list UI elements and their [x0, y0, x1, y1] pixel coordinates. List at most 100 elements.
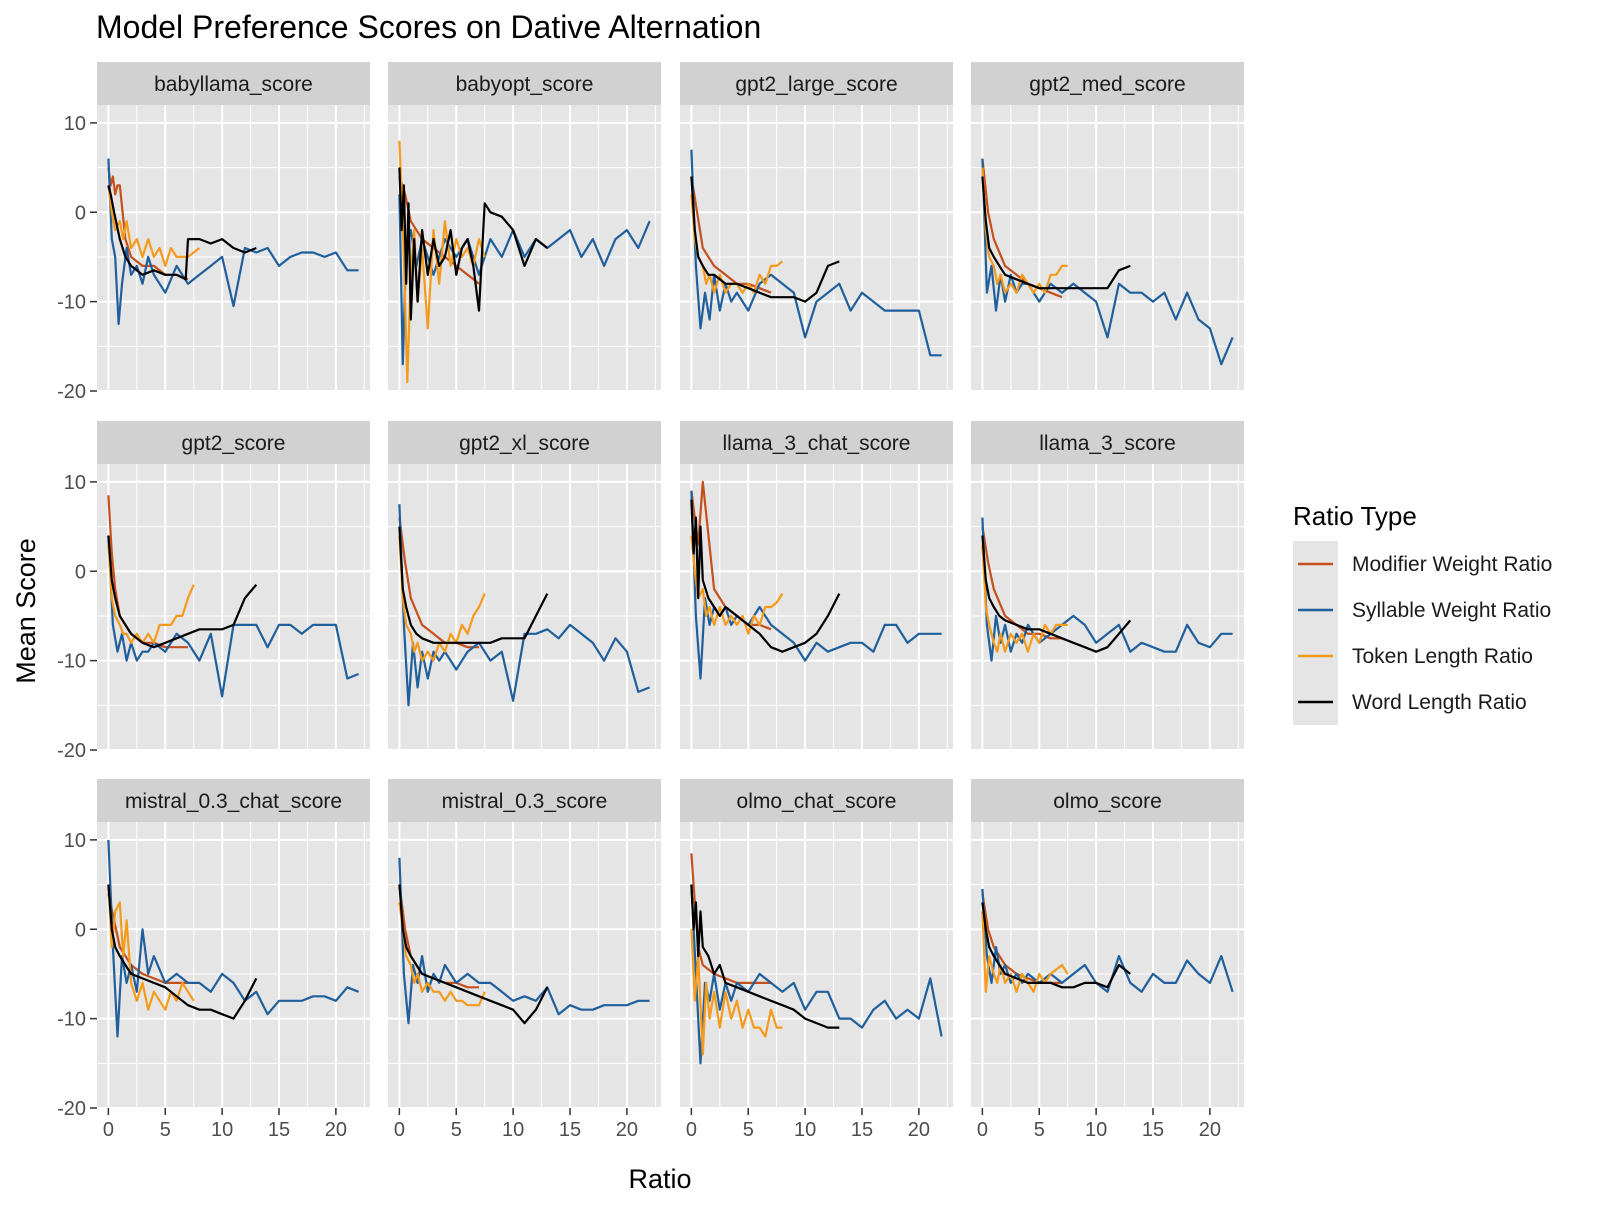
panel-background — [97, 464, 370, 750]
panel-strip-label: babyopt_score — [456, 73, 594, 96]
y-tick-label: 0 — [75, 919, 86, 941]
y-tick-label: -20 — [57, 740, 86, 762]
series-line-word-length-ratio — [690, 499, 841, 653]
legend-title: Ratio Type — [1293, 501, 1417, 531]
series-line-word-length-ratio — [398, 167, 548, 321]
series-line-syllable-weight-ratio — [107, 535, 360, 698]
panel-background — [388, 105, 661, 391]
x-tick-label: 20 — [616, 1119, 638, 1141]
y-tick-label: -10 — [57, 1009, 86, 1031]
panel-gpt2-score: gpt2_score 10 0 -10 -20 — [57, 421, 370, 762]
y-tick-label: -10 — [57, 292, 86, 314]
panel-strip-label: mistral_0.3_chat_score — [125, 790, 342, 813]
panel-strip-label: gpt2_score — [182, 432, 286, 455]
panel-strip — [388, 779, 661, 822]
panel-gpt2-med-score: gpt2_med_score — [971, 62, 1244, 392]
panel-background — [388, 822, 661, 1108]
series-line-token-length-ratio — [981, 544, 1068, 653]
panel-strip — [971, 421, 1244, 464]
y-axis-label: Mean Score — [11, 538, 41, 684]
panel-strip-label: gpt2_large_score — [735, 73, 897, 96]
x-tick-label: 0 — [103, 1119, 114, 1141]
series-line-syllable-weight-ratio — [690, 884, 943, 1065]
panel-strip — [388, 62, 661, 105]
panel-strip — [97, 421, 370, 464]
panel-strip — [971, 62, 1244, 105]
series-line-token-length-ratio — [398, 902, 486, 1007]
panel-strip-label: olmo_chat_score — [737, 790, 897, 813]
panel-strip — [97, 779, 370, 822]
y-tick-label: 0 — [75, 561, 86, 583]
series-line-token-length-ratio — [398, 535, 486, 662]
series-line-token-length-ratio — [690, 929, 783, 1056]
panel-background — [680, 822, 953, 1108]
panel-llama-3-score: llama_3_score — [971, 421, 1244, 751]
panel-background — [388, 464, 661, 750]
x-tick-label: 5 — [1034, 1119, 1045, 1141]
panel-babyopt-score: babyopt_score — [388, 62, 661, 392]
series-line-word-length-ratio — [107, 884, 258, 1020]
panel-strip-label: mistral_0.3_score — [442, 790, 608, 813]
series-line-word-length-ratio — [981, 535, 1132, 653]
series-line-token-length-ratio — [107, 544, 195, 644]
series-line-word-length-ratio — [981, 176, 1131, 290]
panel-olmo-score: olmo_score 0 5 10 15 20 — [971, 779, 1244, 1141]
series-line-syllable-weight-ratio — [690, 149, 942, 357]
series-line-word-length-ratio — [107, 535, 258, 649]
series-line-modifier-weight-ratio — [398, 517, 479, 649]
panel-strip — [388, 421, 661, 464]
panel-strip — [97, 62, 370, 105]
panel-olmo-chat-score: olmo_chat_score 0 5 10 15 20 — [680, 779, 953, 1141]
series-line-modifier-weight-ratio — [107, 893, 188, 985]
x-tick-label: 15 — [268, 1119, 290, 1141]
series-line-syllable-weight-ratio — [398, 194, 651, 366]
series-line-word-length-ratio — [690, 176, 840, 303]
y-tick-label: -20 — [57, 1098, 86, 1120]
x-tick-label: 5 — [160, 1119, 171, 1141]
panel-strip — [680, 62, 953, 105]
panel-strip — [680, 779, 953, 822]
x-tick-label: 10 — [502, 1119, 524, 1141]
series-line-word-length-ratio — [398, 526, 549, 644]
panel-strip-label: babyllama_score — [154, 73, 313, 96]
x-tick-label: 0 — [977, 1119, 988, 1141]
x-tick-label: 5 — [451, 1119, 462, 1141]
panel-strip-label: llama_3_chat_score — [723, 432, 911, 455]
series-line-word-length-ratio — [107, 185, 257, 281]
series-line-token-length-ratio — [981, 911, 1069, 993]
x-tick-label: 15 — [851, 1119, 873, 1141]
x-tick-label: 20 — [325, 1119, 347, 1141]
series-line-token-length-ratio — [981, 167, 1068, 294]
x-axis-label: Ratio — [628, 1164, 691, 1194]
panel-strip-label: gpt2_xl_score — [459, 432, 590, 455]
y-tick-label: 0 — [75, 202, 86, 224]
panel-background — [680, 105, 953, 391]
series-line-syllable-weight-ratio — [107, 158, 359, 326]
series-line-token-length-ratio — [690, 535, 784, 635]
x-tick-label: 10 — [1085, 1119, 1107, 1141]
panel-background — [971, 105, 1244, 391]
y-tick-label: -20 — [57, 381, 86, 403]
x-tick-label: 5 — [743, 1119, 754, 1141]
panel-background — [971, 822, 1244, 1108]
panel-strip-label: olmo_score — [1053, 790, 1162, 813]
panel-mistral-0-3-chat-score: mistral_0.3_chat_score 10 0 -10 -20 0 5 10 15 20 — [57, 779, 370, 1141]
panel-llama-3-chat-score: llama_3_chat_score — [680, 421, 953, 751]
series-line-syllable-weight-ratio — [981, 517, 1233, 662]
panel-gpt2-large-score: gpt2_large_score — [680, 62, 953, 392]
x-tick-label: 0 — [686, 1119, 697, 1141]
x-tick-label: 10 — [211, 1119, 233, 1141]
series-line-syllable-weight-ratio — [107, 839, 360, 1038]
x-tick-label: 10 — [794, 1119, 816, 1141]
chart-title: Model Preference Scores on Dative Altern… — [96, 9, 761, 45]
x-tick-label: 0 — [394, 1119, 405, 1141]
series-line-token-length-ratio — [398, 140, 486, 384]
panel-mistral-0-3-score: mistral_0.3_score 0 5 10 15 20 — [388, 779, 661, 1141]
y-tick-label: 10 — [64, 472, 86, 494]
panel-strip-label: llama_3_score — [1039, 432, 1176, 455]
y-tick-label: -10 — [57, 651, 86, 673]
x-tick-label: 20 — [908, 1119, 930, 1141]
legend-label-syllable-weight-ratio: Syllable Weight Ratio — [1352, 599, 1551, 622]
